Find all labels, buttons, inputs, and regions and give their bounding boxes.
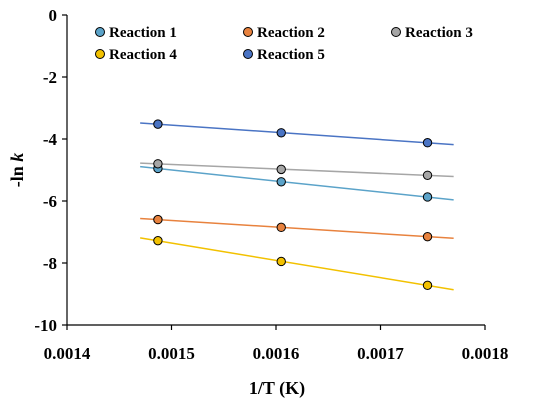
legend-label: Reaction 4 [109,47,177,63]
legend: Reaction 1 Reaction 2 Reaction 3 Reaction 4… [95,25,473,63]
y-axis-title: -ln k [7,153,27,188]
legend-marker [95,27,105,37]
point-reaction-2 [153,214,163,225]
y-tick-label: -4 [43,130,58,149]
trendline-reaction-5 [140,122,454,146]
point-reaction-1 [276,177,286,187]
x-axis-title: 1/T (K) [249,378,305,399]
series-lines [140,122,454,291]
axes: 0 -2 -4 -6 -8 -10 0.0014 0.0015 0.0016 0.0017 0.00… [34,6,508,363]
point-reaction-2 [276,222,286,233]
point-reaction-3 [153,159,163,169]
x-tick-label: 0.0018 [462,344,509,363]
point-reaction-4 [422,280,433,291]
legend-marker [95,49,105,59]
point-reaction-5 [153,119,163,129]
trendline-reaction-1 [140,165,454,201]
legend-marker [243,27,253,37]
point-reaction-5 [422,138,433,148]
point-reaction-4 [276,256,286,267]
y-tick-label: -10 [34,316,57,335]
legend-label: Reaction 3 [405,25,473,41]
y-tick-label: -6 [43,192,57,211]
point-reaction-1 [422,192,433,202]
point-reaction-3 [422,170,433,180]
legend-label: Reaction 2 [257,25,325,41]
point-reaction-3 [276,164,286,175]
trendline-reaction-2 [140,217,454,240]
point-reaction-5 [276,128,286,138]
y-tick-label: -2 [43,68,57,87]
legend-label: Reaction 5 [257,47,325,63]
trendline-reaction-3 [140,162,454,178]
legend-marker [243,49,253,59]
legend-label: Reaction 1 [109,25,177,41]
y-tick-label: 0 [49,6,58,25]
trendline-reaction-4 [140,237,454,291]
point-reaction-4 [153,235,163,246]
y-tick-label: -8 [43,254,57,273]
legend-marker [391,27,401,37]
point-reaction-2 [422,231,433,242]
series-points [153,119,433,291]
x-tick-label: 0.0016 [253,344,300,363]
x-tick-label: 0.0017 [357,344,404,363]
x-tick-label: 0.0014 [44,344,91,363]
x-tick-label: 0.0015 [148,344,195,363]
